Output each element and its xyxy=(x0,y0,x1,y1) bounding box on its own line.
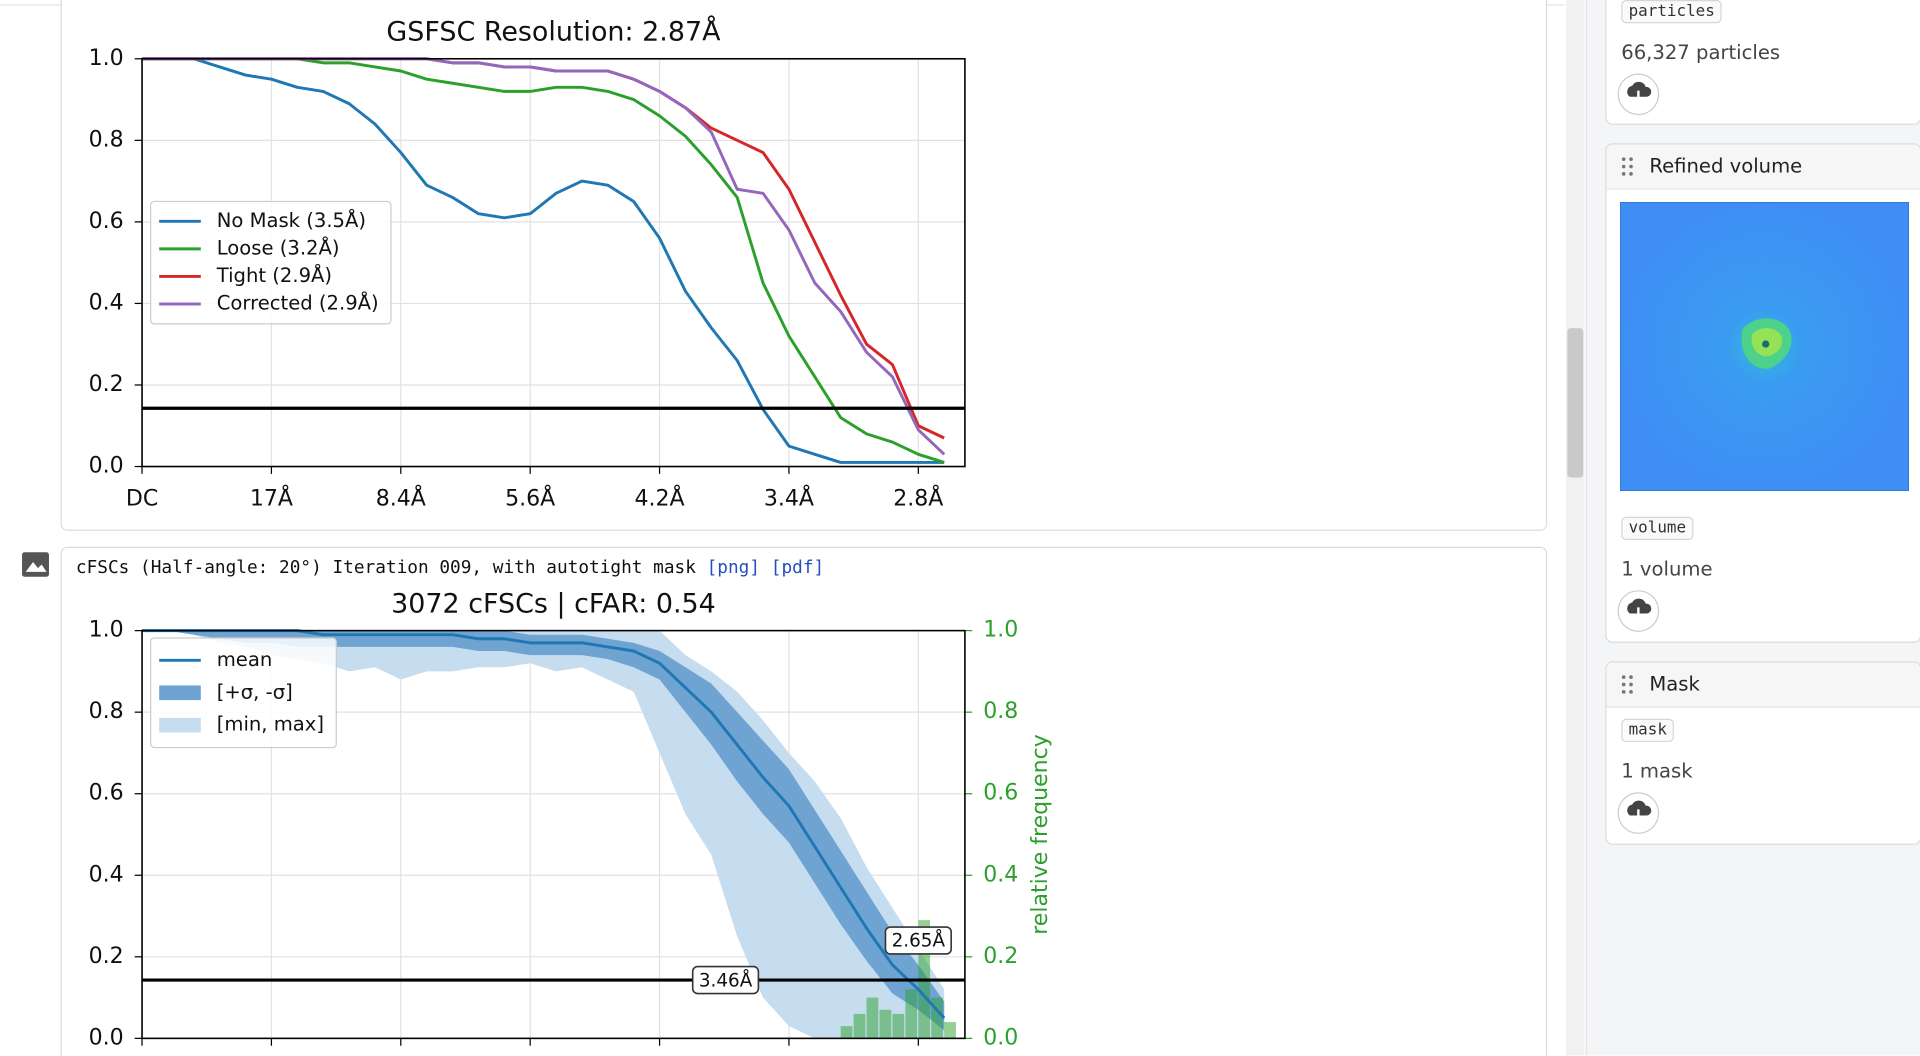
legend-label: mean xyxy=(217,648,273,671)
histogram-bar xyxy=(866,997,879,1039)
caption: cFSCs (Half-angle: 20°) Iteration 009, w… xyxy=(75,558,696,578)
y2-tick-label: 0.2 xyxy=(983,944,1018,969)
x-tick-label: DC xyxy=(126,487,158,512)
legend-label: No Mask (3.5Å) xyxy=(217,209,366,232)
x-tick-label: 4.2Å xyxy=(635,485,685,512)
scrollbar-track xyxy=(1566,0,1585,1056)
legend-label: Corrected (2.9Å) xyxy=(217,291,379,314)
line xyxy=(142,57,945,464)
histogram-bar xyxy=(931,997,943,1039)
png-link[interactable]: [png] xyxy=(706,558,761,578)
y2-tick-label: 0.6 xyxy=(983,781,1018,806)
histogram-bar xyxy=(905,989,918,1039)
output-tag: volume xyxy=(1621,516,1694,541)
card-title: Refined volume xyxy=(1649,154,1803,178)
pdf-link[interactable]: [pdf] xyxy=(770,558,825,578)
legend-box xyxy=(150,200,392,325)
download-button[interactable] xyxy=(1616,72,1660,116)
legend-label: Loose (3.2Å) xyxy=(217,236,340,259)
legend-swatch xyxy=(159,717,201,733)
y-tick-label: 0.0 xyxy=(89,454,124,479)
legend: mean [+σ, -σ] [min, max] xyxy=(150,637,337,749)
output-count: 1 mask xyxy=(1621,759,1693,783)
y-tick-label: 0.4 xyxy=(89,290,124,315)
plot-frame xyxy=(141,629,966,1040)
histogram-bar xyxy=(853,1013,866,1039)
histogram-bar xyxy=(840,1026,853,1039)
chart-title: 3072 cFSCs | cFAR: 0.54 xyxy=(391,588,716,619)
annotation-box xyxy=(691,965,760,995)
image-icon[interactable] xyxy=(22,552,49,577)
card-header: Refined volume xyxy=(1606,144,1920,190)
y2-tick-label: 1.0 xyxy=(983,618,1018,643)
x-tick-label: 5.6Å xyxy=(505,485,555,512)
y-tick-label: 1.0 xyxy=(89,46,124,71)
card-header: Mask xyxy=(1606,662,1920,708)
y2-tick-label: 0.8 xyxy=(983,699,1018,724)
x-tick-label: 3.4Å xyxy=(764,485,814,512)
plots-area: GSFSC Resolution: 2.87Å DC 17Å 8.4Å 5.6Å 4.2Å… xyxy=(0,0,1585,1056)
plot-header: cFSCs (Half-angle: 20°) Iteration 009, w… xyxy=(76,558,824,578)
histogram-bar xyxy=(944,1022,956,1039)
scrollbar-thumb[interactable] xyxy=(1567,328,1584,478)
y-tick-label: 0.8 xyxy=(89,127,124,152)
annotation: 2.65Å xyxy=(892,930,946,952)
x-tick-label: 17Å xyxy=(250,485,293,512)
y-tick-label: 0.8 xyxy=(89,699,124,724)
volume-preview xyxy=(1620,202,1909,492)
y-tick-label: 0.6 xyxy=(89,781,124,806)
legend: No Mask (3.5Å) Loose (3.2Å) Tight (2.9Å) Co… xyxy=(150,200,392,325)
output-card: Refined volume volume 1 volume xyxy=(1605,143,1920,643)
x-tick-label: 8.4Å xyxy=(376,485,426,512)
y-tick-label: 0.0 xyxy=(89,1025,124,1050)
x-tick-label: 2.8Å xyxy=(893,485,943,512)
sidebar: particles 66,327 particles Refined volum… xyxy=(1585,0,1920,1056)
drag-handle[interactable] xyxy=(1621,157,1633,177)
output-tag: particles xyxy=(1621,0,1723,24)
legend-label: [min, max] xyxy=(217,713,324,736)
chart: 3072 cFSCs | cFAR: 0.54 0.0 0.2 0.4 0.6 0.8 1.… xyxy=(89,588,1053,1050)
drag-handle[interactable] xyxy=(1621,675,1633,695)
legend-label: Tight (2.9Å) xyxy=(216,264,332,287)
y2-tick-label: 0.0 xyxy=(983,1025,1018,1050)
legend-swatch xyxy=(159,685,201,701)
y-tick-label: 0.2 xyxy=(89,944,124,969)
y-tick-label: 0.6 xyxy=(89,209,124,234)
output-card: Mask mask 1 mask xyxy=(1605,661,1920,845)
y2-tick-label: 0.4 xyxy=(983,862,1018,887)
plot-frame xyxy=(141,57,966,468)
chart-title: GSFSC Resolution: 2.87Å xyxy=(386,16,721,48)
legend-label: [+σ, -σ] xyxy=(217,680,293,703)
download-button[interactable] xyxy=(1616,791,1660,835)
card-title: Mask xyxy=(1649,672,1700,696)
output-tag: mask xyxy=(1621,718,1675,743)
annotation: 3.46Å xyxy=(699,969,753,991)
download-button[interactable] xyxy=(1616,589,1660,633)
y-tick-label: 0.2 xyxy=(89,372,124,397)
histogram-bar xyxy=(892,1013,905,1039)
output-count: 1 volume xyxy=(1621,557,1713,581)
y2-axis-label: relative frequency xyxy=(1028,734,1053,935)
output-count: 66,327 particles xyxy=(1621,40,1781,64)
y-tick-label: 0.4 xyxy=(89,862,124,887)
y-tick-label: 1.0 xyxy=(89,618,124,643)
annotation-box xyxy=(884,926,952,955)
band xyxy=(142,630,945,1031)
output-card: particles 66,327 particles xyxy=(1605,0,1920,125)
histogram-bar xyxy=(879,1009,892,1039)
chart: GSFSC Resolution: 2.87Å DC 17Å 8.4Å 5.6Å 4.2Å… xyxy=(89,16,966,512)
